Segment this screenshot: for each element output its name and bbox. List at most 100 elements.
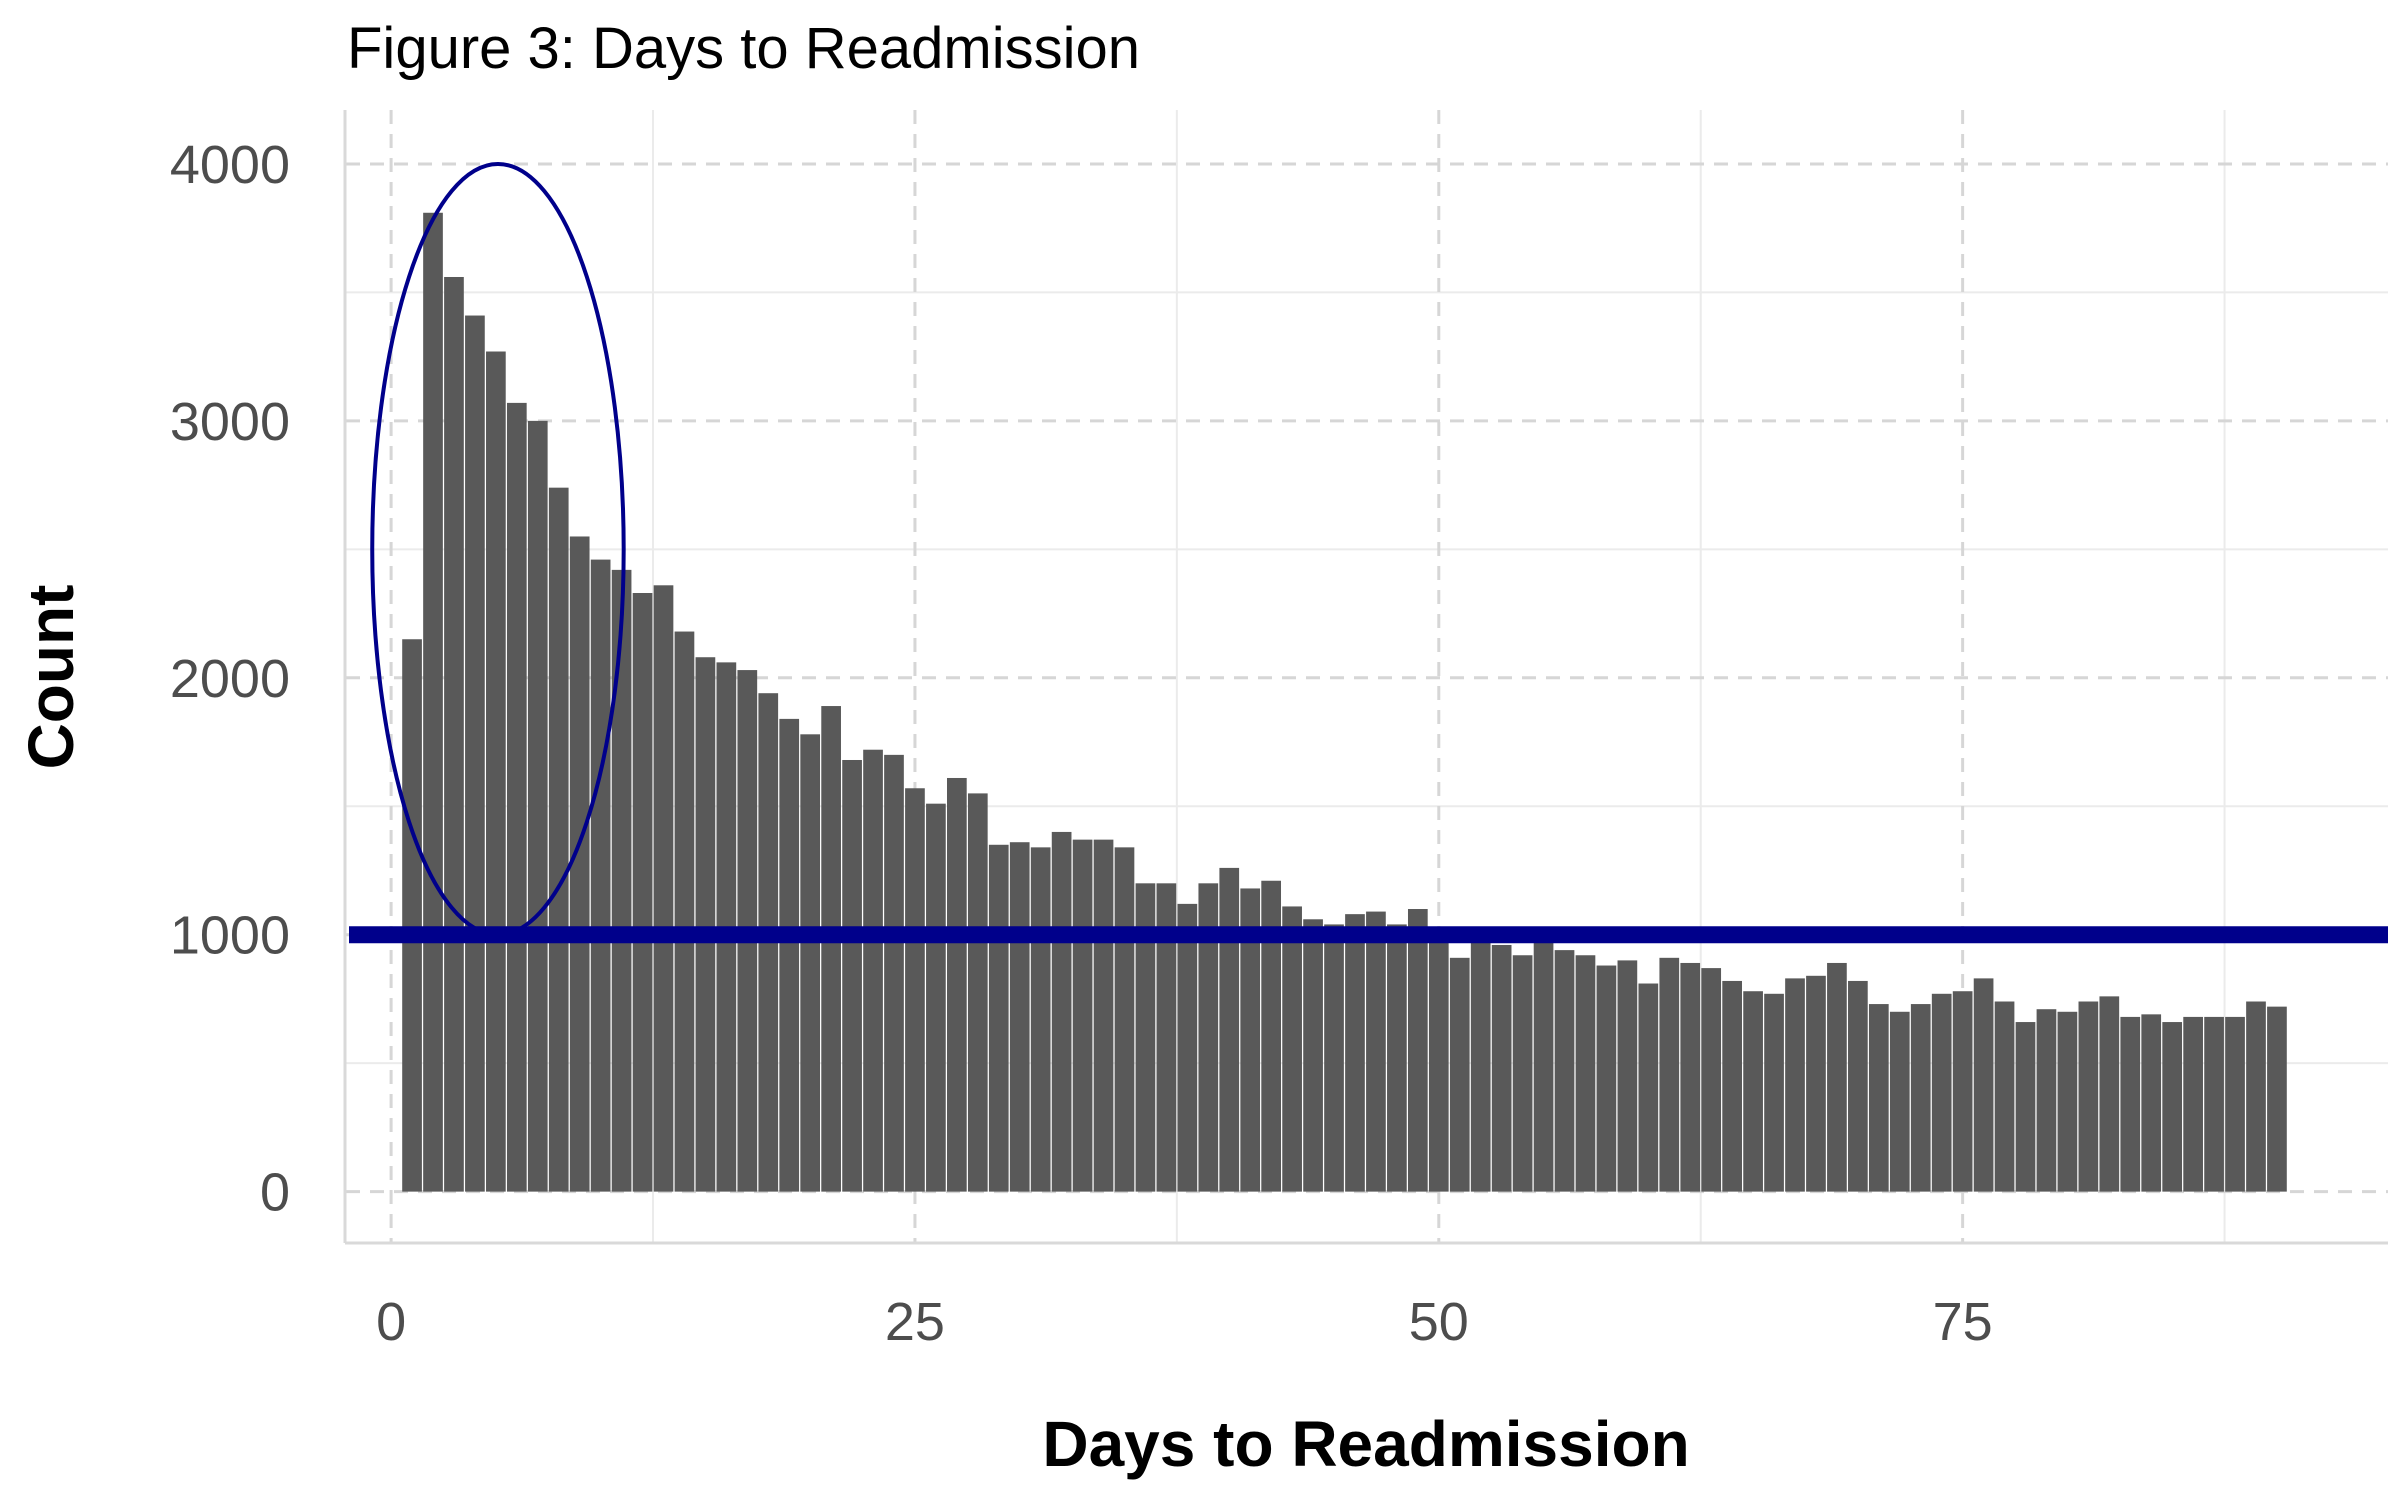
- bar: [2267, 1006, 2287, 1192]
- bar: [1135, 883, 1156, 1192]
- bar: [1303, 919, 1323, 1192]
- y-tick-label: 2000: [170, 649, 290, 709]
- bar: [402, 639, 422, 1192]
- bar: [1659, 957, 1680, 1192]
- bar: [1407, 909, 1428, 1192]
- x-axis-title: Days to Readmission: [1042, 1408, 1689, 1480]
- bar: [1512, 955, 1533, 1192]
- bar: [1701, 968, 1722, 1192]
- bar: [527, 420, 548, 1192]
- bar: [1533, 937, 1554, 1192]
- bar: [2162, 1022, 2183, 1192]
- bar: [1198, 883, 1219, 1192]
- bar: [967, 793, 988, 1192]
- bar: [800, 734, 821, 1192]
- bar: [947, 777, 967, 1192]
- bar: [486, 351, 506, 1192]
- bar: [884, 754, 904, 1192]
- bar: [2078, 1001, 2099, 1192]
- bar: [423, 212, 443, 1192]
- bar: [1051, 831, 1072, 1192]
- bar: [1575, 955, 1596, 1192]
- bar: [1030, 847, 1051, 1192]
- bar: [2036, 1009, 2057, 1192]
- bar: [506, 402, 527, 1192]
- bar: [2204, 1016, 2224, 1192]
- y-tick-label: 3000: [170, 392, 290, 452]
- bar: [1366, 911, 1386, 1192]
- bar: [2246, 1001, 2266, 1192]
- bar: [2141, 1014, 2162, 1192]
- bar: [1910, 1004, 1931, 1192]
- bar: [465, 315, 485, 1192]
- bar: [674, 631, 695, 1192]
- bar: [1470, 937, 1491, 1192]
- bar: [1785, 978, 1805, 1192]
- bar: [842, 759, 862, 1192]
- x-tick-label: 25: [885, 1292, 945, 1352]
- bar: [653, 585, 674, 1192]
- bar: [779, 718, 800, 1192]
- bar: [1827, 962, 1847, 1192]
- bar: [1449, 957, 1470, 1192]
- bar: [1324, 924, 1344, 1192]
- bar: [2057, 1011, 2078, 1192]
- bar: [1072, 839, 1093, 1192]
- bar: [1743, 991, 1763, 1192]
- bar: [632, 593, 653, 1192]
- bar: [1806, 975, 1826, 1192]
- x-tick-label: 0: [376, 1292, 406, 1352]
- bar: [821, 706, 841, 1192]
- bar: [1596, 965, 1617, 1192]
- bar: [1240, 888, 1261, 1192]
- y-tick-label: 0: [260, 1163, 290, 1223]
- bar: [1889, 1011, 1910, 1192]
- bar: [2015, 1022, 2036, 1192]
- bar: [590, 559, 611, 1192]
- bar: [548, 487, 569, 1192]
- bar: [1848, 980, 1868, 1192]
- bar: [1009, 842, 1030, 1192]
- bar: [1491, 944, 1512, 1192]
- x-tick-label: 50: [1409, 1292, 1469, 1352]
- bar: [2225, 1016, 2245, 1192]
- bar: [1387, 924, 1407, 1192]
- bar: [1722, 980, 1742, 1192]
- bar: [1282, 906, 1302, 1192]
- x-tick-labels: 0 25 50 75: [376, 1292, 1993, 1352]
- bar: [1156, 883, 1177, 1192]
- bar: [1931, 993, 1952, 1192]
- bar: [1617, 960, 1638, 1192]
- bar: [1219, 867, 1240, 1192]
- bar: [905, 788, 925, 1192]
- bar: [863, 749, 883, 1192]
- bar: [1261, 880, 1282, 1192]
- bar: [1093, 839, 1114, 1192]
- bar: [444, 276, 464, 1192]
- y-tick-labels: 0 1000 2000 3000 4000: [170, 135, 290, 1223]
- bar: [1345, 914, 1365, 1192]
- bar: [695, 657, 716, 1192]
- y-axis-title: Count: [15, 585, 87, 770]
- chart-title: Figure 3: Days to Readmission: [347, 16, 1140, 81]
- bar: [1764, 993, 1784, 1192]
- annotations: [349, 161, 2388, 944]
- bar: [611, 569, 632, 1192]
- bars: [402, 212, 2287, 1192]
- bar: [1638, 983, 1659, 1192]
- bar: [988, 844, 1009, 1192]
- bar: [1177, 903, 1198, 1192]
- bar: [1680, 962, 1701, 1192]
- bar: [1114, 847, 1135, 1192]
- bar: [569, 536, 590, 1192]
- bar: [1428, 942, 1449, 1192]
- x-tick-label: 75: [1933, 1292, 1993, 1352]
- bar: [1952, 991, 1973, 1192]
- highlight-ellipse: [370, 161, 626, 937]
- bar: [926, 803, 946, 1192]
- bar: [2183, 1016, 2203, 1192]
- bar: [1994, 1001, 2015, 1192]
- bar: [1868, 1004, 1889, 1192]
- bar: [2099, 996, 2120, 1192]
